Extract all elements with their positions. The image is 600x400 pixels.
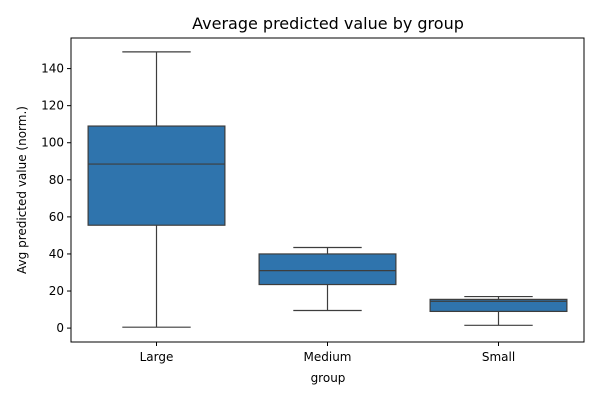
y-tick-label: 0	[56, 321, 64, 335]
box	[258, 253, 397, 286]
box	[429, 298, 568, 313]
x-tick-label: Medium	[304, 350, 352, 364]
box-group-small	[429, 295, 568, 326]
y-tick-label: 120	[41, 99, 64, 113]
box-group-medium	[258, 246, 397, 312]
chart-title: Average predicted value by group	[192, 14, 464, 33]
y-tick-label: 60	[49, 210, 64, 224]
x-axis-label: group	[311, 371, 346, 385]
y-axis-label: Avg predicted value (norm.)	[15, 106, 29, 274]
x-axis: Large Medium Small	[140, 342, 515, 364]
box	[87, 125, 226, 226]
y-tick-label: 20	[49, 284, 64, 298]
y-tick-label: 40	[49, 247, 64, 261]
y-tick-label: 80	[49, 173, 64, 187]
y-tick-label: 100	[41, 136, 64, 150]
box-group-large	[87, 51, 226, 328]
y-axis: 0 20 40 60 80 100 120 140	[41, 62, 71, 335]
x-tick-label: Large	[140, 350, 174, 364]
x-tick-label: Small	[482, 350, 515, 364]
plot-area	[70, 37, 585, 343]
y-tick-label: 140	[41, 62, 64, 76]
